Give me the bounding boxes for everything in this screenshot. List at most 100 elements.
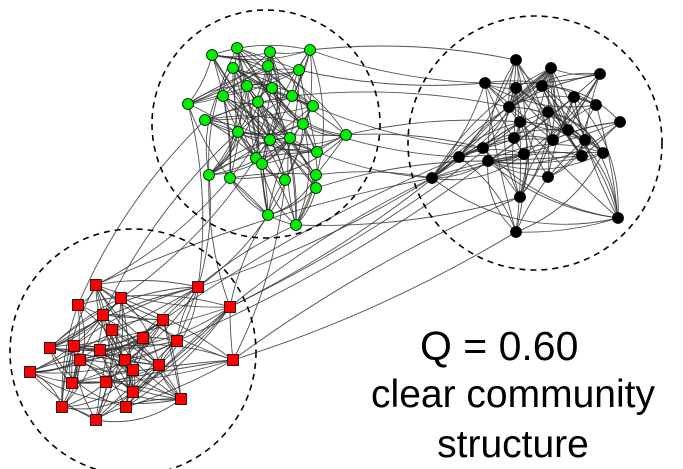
black-red-edge (95, 177, 433, 286)
green-red-edge (229, 214, 269, 308)
red-node (224, 301, 236, 313)
green-node (206, 49, 218, 61)
network-nodes (24, 42, 626, 426)
red-node (192, 281, 204, 293)
red-community-edge (95, 297, 124, 421)
green-community-edge (269, 134, 347, 145)
black-community-edge (487, 152, 604, 170)
green-community-edge (211, 54, 231, 179)
green-community-edge (222, 95, 286, 181)
black-community-edge (431, 121, 521, 179)
red-community-edge (29, 371, 97, 421)
green-red-edge (197, 214, 269, 288)
black-community-edge (513, 67, 552, 139)
green-node (231, 42, 243, 54)
green-red-edge (187, 103, 204, 288)
red-community-edge (71, 381, 182, 400)
black-community-edge (458, 67, 552, 158)
black-node (482, 155, 494, 167)
black-community-edge (431, 153, 525, 181)
black-community-edge (541, 85, 583, 157)
black-node (508, 132, 520, 144)
black-community-edge (487, 155, 583, 162)
red-community-edge (95, 398, 182, 423)
black-node (545, 62, 557, 74)
green-node (224, 172, 236, 184)
red-node (72, 299, 84, 311)
black-node (612, 212, 624, 224)
green-community-edge (211, 49, 311, 61)
red-node (127, 386, 139, 398)
red-community-edge (95, 306, 231, 421)
black-community-edge (519, 67, 552, 198)
black-community-edge (482, 111, 549, 149)
red-community-edge (162, 319, 182, 400)
community-boundary-green (151, 9, 381, 239)
black-community-edge (541, 85, 619, 219)
black-node (536, 80, 548, 92)
black-node (514, 191, 526, 203)
black-community-edge (487, 152, 604, 164)
red-node (94, 344, 106, 356)
black-red-edge (176, 160, 489, 342)
green-black-edge (316, 151, 433, 179)
red-community-edge (120, 297, 234, 361)
community-boundary-red (9, 228, 257, 469)
green-black-edge (309, 45, 517, 61)
green-black-edge (345, 119, 521, 136)
red-community-edge (49, 347, 127, 408)
community-boundary-black (407, 15, 663, 271)
black-community-edge (515, 87, 522, 233)
black-community-edge (567, 129, 619, 219)
green-community-edge (271, 87, 297, 226)
green-community-edge (255, 49, 311, 159)
red-community-edge (95, 284, 160, 366)
red-community-edge (99, 306, 231, 351)
green-black-edge (295, 196, 521, 226)
caption-line-1: clear community (371, 373, 655, 416)
black-community-edge (515, 59, 528, 233)
red-community-edge (162, 319, 182, 400)
green-community-edge (204, 115, 304, 125)
black-community-edge (484, 82, 517, 233)
green-community-edge (295, 123, 310, 226)
green-node (310, 169, 322, 181)
black-node (614, 116, 626, 128)
black-community-edge (458, 156, 517, 233)
green-community-edge (187, 51, 271, 105)
red-node (227, 354, 239, 366)
green-red-edge (208, 174, 231, 308)
red-node (171, 335, 183, 347)
green-node (264, 46, 276, 58)
black-community-edge (515, 59, 550, 178)
green-node (266, 82, 278, 94)
green-node (262, 60, 274, 72)
green-node (293, 64, 305, 76)
green-node (311, 146, 323, 158)
red-community-edge (102, 314, 178, 342)
green-node (307, 100, 319, 112)
black-node (576, 150, 588, 162)
modularity-label: Q = 0.60 (420, 323, 579, 369)
green-community-edge (211, 54, 286, 181)
red-node (153, 359, 165, 371)
green-community-edge (246, 85, 317, 176)
red-node (100, 376, 112, 388)
black-node (579, 134, 591, 146)
black-red-edge (232, 231, 517, 361)
green-community-edge (229, 47, 242, 179)
black-community-edge (458, 149, 525, 158)
red-community-edge (71, 286, 199, 384)
red-community-edge (73, 345, 97, 421)
black-node (510, 226, 522, 238)
red-community-edge (111, 329, 182, 400)
green-black-edge (312, 105, 484, 149)
black-community-edge (487, 160, 517, 233)
red-community-edge (95, 329, 113, 421)
green-black-edge (315, 171, 433, 179)
red-node (157, 314, 169, 326)
green-community-edge (211, 54, 347, 136)
green-community-edge (208, 137, 291, 176)
red-community-edge (111, 329, 182, 400)
